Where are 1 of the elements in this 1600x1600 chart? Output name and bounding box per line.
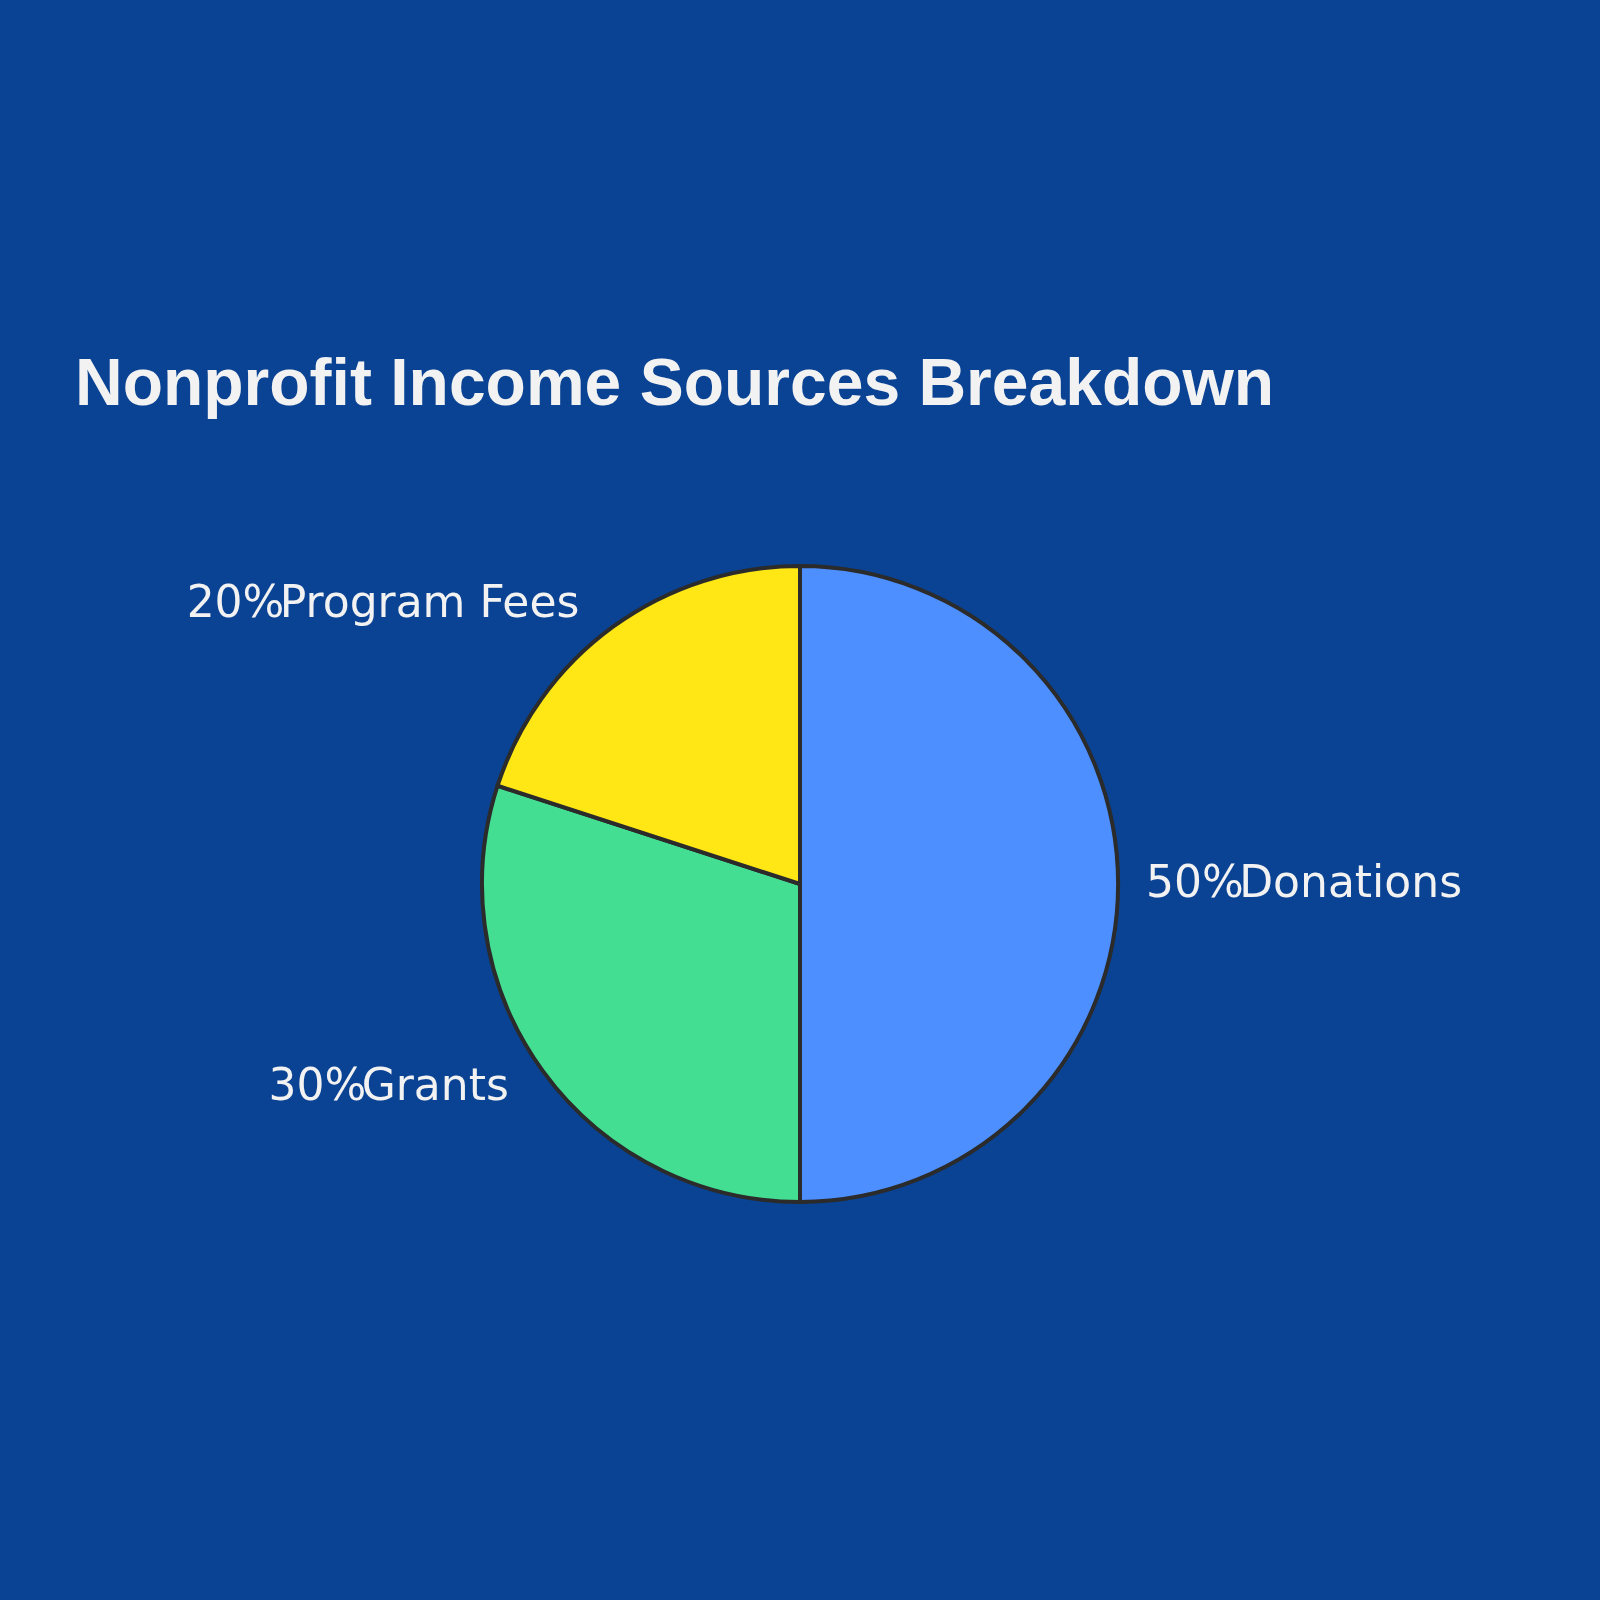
chart-title: Nonprofit Income Sources Breakdown (75, 345, 1275, 419)
